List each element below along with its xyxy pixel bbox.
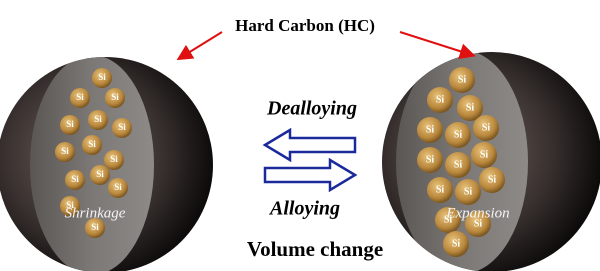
left-cut-face [30,55,154,271]
left-arrow [265,130,355,160]
si-label: Si [61,146,69,156]
si-label: Si [76,92,84,102]
si-label: Si [91,222,99,232]
pointer-arrow [400,32,472,55]
si-label: Si [111,92,119,102]
si-label: Si [426,154,435,165]
si-label: Si [488,174,497,185]
title: Hard Carbon (HC) [235,16,375,35]
si-label: Si [426,124,435,135]
si-label: Si [454,159,463,170]
si-label: Si [480,149,489,160]
si-label: Si [482,122,491,133]
si-label: Si [464,186,473,197]
expansion-label: Expansion [445,205,509,221]
diagram: Si Si Si Si Si Si Si Si Si Si Si Si Si Si Si Si Si Si Si Si… [0,0,600,271]
alloying-label: Alloying [268,198,340,220]
si-label: Si [88,139,96,149]
si-label: Si [94,114,102,124]
si-label: Si [436,94,445,105]
si-label: Si [98,72,106,82]
si-label: Si [66,119,74,129]
caption: Volume change [247,237,383,261]
si-label: Si [114,182,122,192]
si-label: Si [110,154,118,164]
pointer-arrow [180,32,222,58]
si-label: Si [466,102,475,113]
shrinkage-label: Shrinkage [65,205,126,221]
si-label: Si [71,174,79,184]
si-label: Si [436,184,445,195]
si-label: Si [452,238,461,249]
dealloying-label: Dealloying [266,98,357,120]
si-label: Si [96,169,104,179]
si-label: Si [454,129,463,140]
si-label: Si [458,74,467,85]
si-label: Si [118,122,126,132]
right-arrow [265,160,355,190]
